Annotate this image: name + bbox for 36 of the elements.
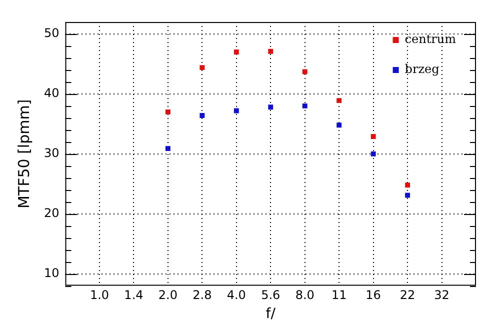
legend-label: brzeg (404, 62, 440, 76)
x-tick-label: 1.4 (124, 288, 144, 302)
x-tick-label: 32 (434, 288, 450, 302)
x-tick-label: 2.8 (192, 288, 212, 302)
x-tick-label: 8.0 (295, 288, 314, 302)
x-tick-label: 1.0 (90, 288, 110, 302)
point (405, 182, 410, 188)
point (234, 108, 239, 114)
legend-label: centrum (404, 32, 457, 46)
x-tick-label: 2.0 (158, 288, 178, 302)
x-tick-label: 5.6 (261, 288, 280, 302)
x-tick-label: 4.0 (226, 288, 246, 302)
point (200, 65, 205, 70)
point (200, 113, 205, 118)
x-tick-label: 16 (366, 288, 381, 302)
point (370, 134, 376, 139)
point (302, 69, 308, 74)
point (336, 98, 342, 104)
point (234, 50, 239, 54)
point (405, 192, 410, 198)
point (336, 122, 342, 128)
y-tick-label: 40 (44, 86, 60, 100)
y-tick-label: 30 (44, 146, 60, 160)
y-tick-label: 10 (44, 266, 60, 280)
point (165, 109, 170, 114)
x-axis-title: f/ (266, 306, 276, 322)
y-axis-title: MTF50 [lpmm] (14, 99, 33, 209)
point (302, 103, 308, 108)
x-tick-label: 11 (331, 288, 347, 302)
point (370, 151, 376, 156)
y-tick-label: 50 (44, 26, 60, 40)
y-tick-label: 20 (44, 206, 60, 220)
x-tick-label: 22 (400, 288, 416, 302)
point (268, 104, 274, 110)
point (268, 48, 274, 54)
point (165, 146, 170, 151)
